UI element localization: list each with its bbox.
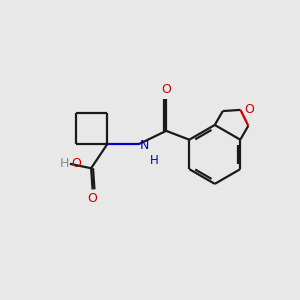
Text: H: H: [60, 157, 69, 170]
Text: H: H: [150, 154, 158, 166]
Text: O: O: [71, 157, 81, 170]
Text: O: O: [244, 103, 254, 116]
Text: O: O: [161, 83, 171, 96]
Text: N: N: [140, 139, 149, 152]
Text: O: O: [88, 192, 98, 205]
